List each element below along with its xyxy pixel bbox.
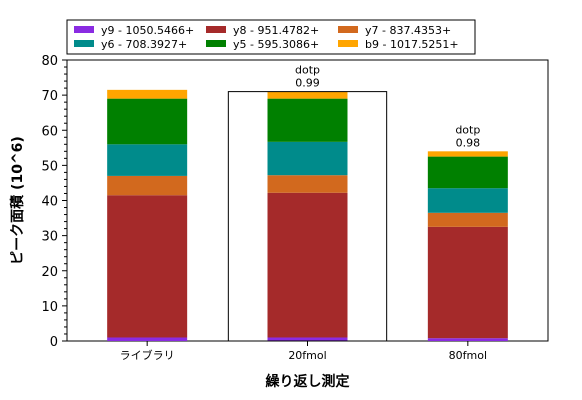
- legend-label: y6 - 708.3927+: [101, 38, 187, 51]
- bar-segment: [107, 89, 188, 99]
- annotation-label: dotp: [455, 123, 480, 136]
- y-tick-label: 60: [41, 124, 58, 139]
- y-tick-label: 80: [41, 54, 58, 69]
- legend-swatch: [206, 26, 226, 33]
- x-tick-label: ライブラリ: [120, 348, 175, 362]
- bar-segment: [427, 226, 508, 339]
- bar-segment: [267, 337, 348, 341]
- legend-label: y5 - 595.3086+: [233, 38, 319, 51]
- legend-label: b9 - 1017.5251+: [365, 38, 459, 51]
- y-tick-label: 50: [41, 159, 58, 174]
- annotation-label: dotp: [295, 64, 320, 77]
- legend-label: y7 - 837.4353+: [365, 24, 451, 37]
- bar-segment: [107, 195, 188, 338]
- legend: y9 - 1050.5466+ y8 - 951.4782+ y7 - 837.43…: [66, 19, 476, 55]
- legend-label: y8 - 951.4782+: [233, 24, 319, 37]
- bar-segment: [427, 151, 508, 157]
- y-tick-label: 40: [41, 195, 58, 210]
- y-tick-label: 20: [41, 265, 58, 280]
- bar-segment: [267, 98, 348, 142]
- y-axis: 0 10 20 30 40 50 60 70 80: [41, 54, 67, 350]
- annotation-value: 0.99: [295, 77, 320, 90]
- x-tick-label: 20fmol: [288, 349, 326, 362]
- y-tick-label: 0: [50, 335, 58, 350]
- legend-swatch: [206, 40, 226, 47]
- bar-segment: [427, 212, 508, 227]
- legend-frame: [66, 19, 476, 55]
- bar-segment: [107, 98, 188, 145]
- bar-segment: [107, 144, 188, 176]
- legend-swatch: [74, 26, 94, 33]
- bar-segment: [267, 192, 348, 338]
- y-tick-label: 10: [41, 300, 58, 315]
- bar-segment: [267, 141, 348, 176]
- bar-segment: [427, 156, 508, 189]
- bar-segment: [427, 188, 508, 213]
- y-tick-label: 70: [41, 89, 58, 104]
- legend-label: y9 - 1050.5466+: [101, 24, 194, 37]
- bar-segment: [107, 175, 188, 196]
- bar-segment: [267, 175, 348, 193]
- bar-segment: [107, 337, 188, 341]
- bar-segment: [427, 338, 508, 341]
- x-axis-title: 繰り返し測定: [266, 373, 350, 390]
- annotation-value: 0.98: [456, 136, 481, 149]
- x-tick-label: 80fmol: [449, 349, 487, 362]
- y-axis-title: ピーク面積 (10^6): [9, 136, 26, 265]
- legend-swatch: [338, 26, 358, 33]
- y-tick-label: 30: [41, 230, 58, 245]
- x-axis: ライブラリ 20fmol 80fmol: [120, 341, 487, 362]
- bar-segment: [267, 91, 348, 99]
- legend-swatch: [74, 40, 94, 47]
- legend-swatch: [338, 40, 358, 47]
